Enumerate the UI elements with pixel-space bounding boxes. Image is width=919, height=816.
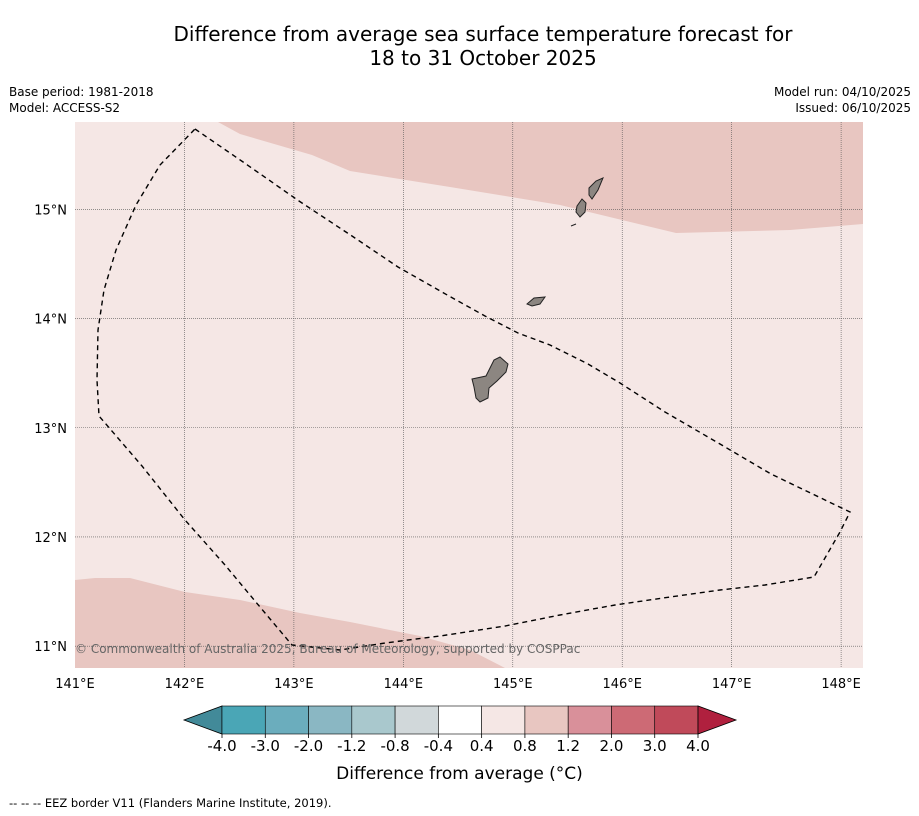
issued-date: Issued: 06/10/2025 [795,101,911,115]
colorbar-tick-label: -0.8 [380,737,409,755]
copyright-notice: © Commonwealth of Australia 2025, Bureau… [75,642,580,656]
model-name: Model: ACCESS-S2 [9,101,121,115]
colorbar-label: Difference from average (°C) [336,764,583,784]
colorbar-tick-label: 1.2 [556,737,580,755]
colorbar-extend-low [182,705,223,735]
island-aguijan [570,223,577,227]
longitude-labels: 141°E 142°E 143°E 144°E 145°E 146°E 147°E 148°E [55,677,861,692]
colorbar-tick-label: -3.0 [251,737,280,755]
colorbar-tick-label: 0.4 [470,737,494,755]
colorbar-tick-label: -2.0 [294,737,323,755]
colorbar-extend-high [697,705,738,735]
colorbar-ticks: -4.0 -3.0 -2.0 -1.2 -0.8 -0.4 0.4 0.8 1.2 2.0 3.0 4… [207,734,710,755]
colorbar-segment [524,705,569,735]
title-line-2: 18 to 31 October 2025 [369,46,597,70]
latitude-label: 14°N [34,313,67,328]
colorbar-segment [438,705,482,735]
latitude-label: 12°N [34,531,67,546]
colorbar-segment [264,705,309,735]
colorbar-segment [654,705,699,735]
colorbar-tick-label: 4.0 [686,737,710,755]
longitude-label: 148°E [821,677,861,692]
base-period: Base period: 1981-2018 [9,85,154,99]
eez-legend: -- -- -- EEZ border V11 (Flanders Marine… [9,796,332,810]
longitude-label: 142°E [165,677,205,692]
colorbar-segment [221,705,266,735]
colorbar-tick-label: -4.0 [207,737,236,755]
longitude-label: 147°E [712,677,752,692]
map-area: © Commonwealth of Australia 2025, Bureau… [75,122,863,668]
longitude-label: 146°E [602,677,642,692]
colorbar-segment [351,705,396,735]
anomaly-patch-south [75,578,505,668]
colorbar-tick-label: 0.8 [513,737,537,755]
eez-border [96,128,851,651]
gridlines [75,122,863,668]
island-rota [526,296,547,307]
colorbar-segment [611,705,656,735]
meta-right: Model run: 04/10/2025 Issued: 06/10/2025 [774,84,911,116]
island-guam [471,356,509,403]
longitude-label: 143°E [274,677,314,692]
colorbar-tick-label: 3.0 [643,737,667,755]
colorbar-segment [567,705,612,735]
model-run: Model run: 04/10/2025 [773,85,911,99]
chart-title: Difference from average sea surface temp… [0,22,919,70]
island-saipan [588,177,604,200]
latitude-labels: 15°N 14°N 13°N 12°N 11°N [34,203,67,655]
latitude-label: 15°N [34,203,67,218]
island-tinian [575,198,587,218]
title-line-1: Difference from average sea surface temp… [173,22,793,46]
colorbar-tick-label: 2.0 [600,737,624,755]
colorbar-tick-label: -0.4 [424,737,453,755]
longitude-label: 141°E [55,677,95,692]
meta-left: Base period: 1981-2018 Model: ACCESS-S2 [9,84,154,116]
anomaly-patch-north [218,122,863,233]
latitude-label: 13°N [34,422,67,437]
longitude-label: 145°E [493,677,533,692]
longitude-label: 144°E [384,677,424,692]
colorbar [182,705,738,735]
colorbar-segment [481,705,526,735]
colorbar-segment [394,705,439,735]
colorbar-tick-label: -1.2 [337,737,366,755]
colorbar-segment [308,705,353,735]
latitude-label: 11°N [34,640,67,655]
